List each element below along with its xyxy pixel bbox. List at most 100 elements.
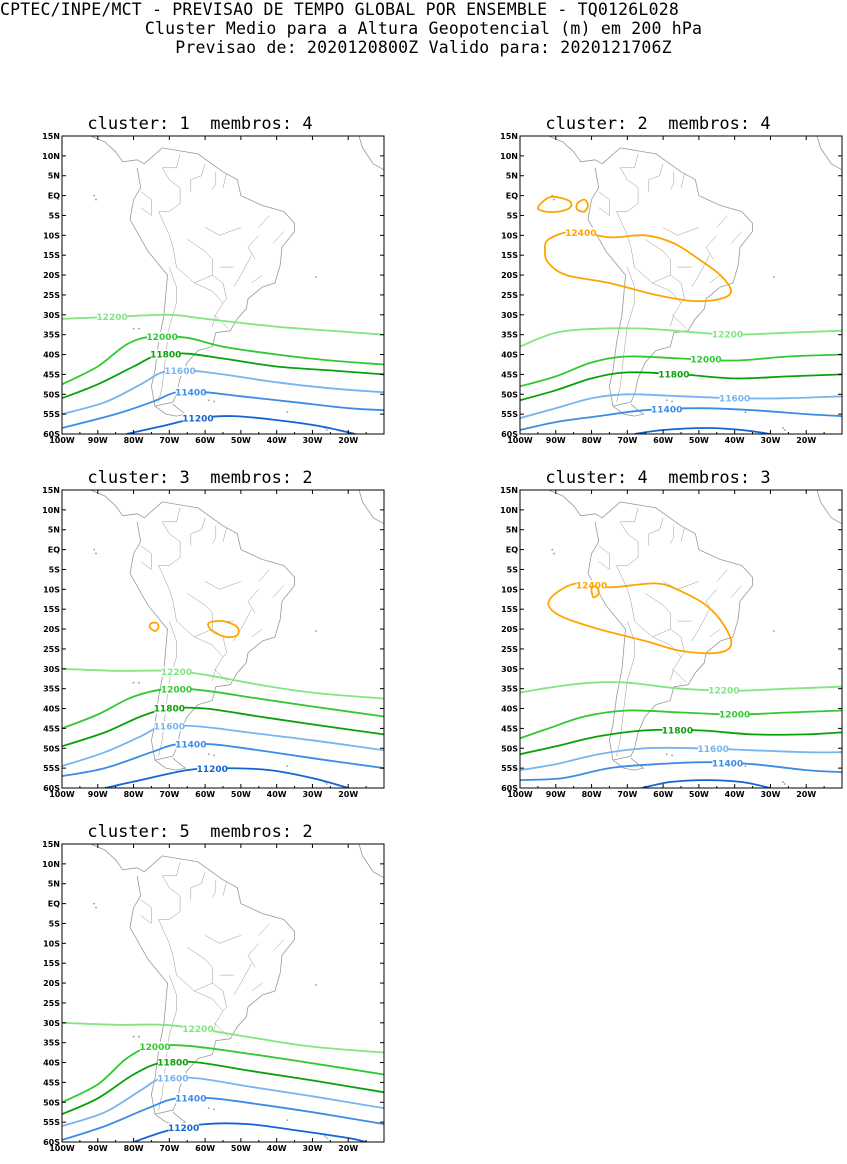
lon-tick-label: 100W bbox=[507, 790, 533, 799]
map-panel-cluster-1: cluster: 1 membros: 4 12200 12000 11800 116… bbox=[35, 114, 385, 445]
contour-line-12000 bbox=[62, 1044, 384, 1104]
country-border bbox=[204, 581, 241, 590]
lat-tick-label: 50S bbox=[43, 390, 60, 399]
country-border bbox=[222, 173, 227, 188]
lat-tick-label: 10S bbox=[501, 585, 518, 594]
coastline bbox=[547, 136, 603, 165]
country-border bbox=[716, 569, 728, 582]
lon-tick-label: 60W bbox=[653, 790, 673, 799]
contour-label: 11800 bbox=[662, 727, 693, 737]
contour-label: 11400 bbox=[712, 759, 743, 769]
contour-layer: 12200 12000 11800 11600 11400 11200 bbox=[62, 1021, 384, 1142]
contour-label-bg bbox=[719, 709, 750, 720]
coastline bbox=[358, 136, 384, 171]
contour-label-bg bbox=[182, 1023, 213, 1034]
lat-tick-label: 45S bbox=[43, 370, 60, 379]
lat-tick-label: 45S bbox=[43, 1078, 60, 1087]
lat-tick-label: EQ bbox=[506, 192, 518, 201]
map-plot: 12400122001200011800116001140015N10N5NEQ… bbox=[500, 486, 843, 799]
lat-tick-label: EQ bbox=[48, 900, 60, 909]
coastline bbox=[89, 844, 145, 873]
contour-label-bg bbox=[712, 329, 743, 340]
island bbox=[744, 411, 747, 414]
contour-line-12200 bbox=[520, 681, 842, 694]
coastline bbox=[89, 136, 145, 165]
lat-tick-label: 10N bbox=[42, 152, 60, 161]
map-geography bbox=[520, 490, 842, 785]
contour-line-11400 bbox=[520, 761, 842, 781]
contour-label-bg bbox=[662, 725, 693, 736]
contour-line-unlabeled bbox=[634, 427, 771, 434]
country-border bbox=[670, 171, 675, 190]
contour-label: 11600 bbox=[698, 745, 729, 755]
country-border bbox=[272, 585, 284, 598]
lat-tick-label: 10N bbox=[500, 506, 518, 515]
lon-tick-label: 60W bbox=[195, 1144, 215, 1153]
contour-label: 12200 bbox=[182, 1025, 213, 1035]
lon-tick-label: 70W bbox=[617, 790, 637, 799]
country-border bbox=[213, 668, 229, 683]
lat-tick-label: EQ bbox=[48, 546, 60, 555]
contour-label-bg bbox=[161, 684, 192, 695]
lon-tick-label: 50W bbox=[231, 790, 251, 799]
contour-label: 11400 bbox=[175, 1094, 206, 1104]
contour-line-unlabeled bbox=[590, 585, 600, 599]
lon-tick-label: 80W bbox=[124, 790, 144, 799]
contour-label-bg bbox=[175, 1093, 206, 1104]
island bbox=[213, 754, 215, 757]
lat-tick-label: 30S bbox=[43, 311, 60, 320]
lat-tick-label: 15N bbox=[500, 486, 518, 495]
coastline bbox=[154, 403, 187, 417]
contour-label: 11800 bbox=[157, 1059, 188, 1069]
lat-tick-label: 5N bbox=[48, 526, 60, 535]
lon-tick-label: 70W bbox=[159, 436, 179, 445]
country-border bbox=[194, 982, 227, 1012]
contour-line-11200 bbox=[126, 415, 356, 434]
lat-tick-label: 5N bbox=[506, 172, 518, 181]
lat-tick-label: 40S bbox=[43, 351, 60, 360]
contour-label-bg bbox=[691, 354, 722, 365]
lat-tick-label: 60S bbox=[43, 1138, 60, 1147]
contour-label-bg bbox=[708, 685, 739, 696]
lat-tick-label: 50S bbox=[43, 1098, 60, 1107]
island bbox=[132, 1035, 135, 1038]
country-border bbox=[709, 628, 721, 638]
contour-label-bg bbox=[97, 311, 128, 322]
lat-tick-label: 15S bbox=[43, 605, 60, 614]
lat-tick-label: 50S bbox=[501, 390, 518, 399]
island bbox=[325, 429, 328, 431]
country-border bbox=[158, 975, 177, 1111]
island bbox=[207, 753, 210, 756]
header-line-1: CPTEC/INPE/MCT - PREVISAO DE TEMPO GLOBA… bbox=[0, 0, 679, 19]
lon-tick-label: 60W bbox=[653, 436, 673, 445]
lon-tick-label: 100W bbox=[49, 436, 75, 445]
lon-tick-label: 30W bbox=[302, 436, 322, 445]
map-panel-cluster-5: cluster: 5 membros: 2 12200 12000 11800 116… bbox=[35, 822, 385, 1153]
country-border bbox=[222, 527, 227, 542]
lat-tick-label: 60S bbox=[43, 784, 60, 793]
country-border bbox=[670, 525, 675, 544]
coastline bbox=[816, 490, 842, 525]
contour-label: 11200 bbox=[168, 1124, 199, 1134]
coastline bbox=[547, 490, 603, 519]
island bbox=[132, 327, 135, 330]
lon-tick-label: 100W bbox=[49, 790, 75, 799]
coastline bbox=[587, 147, 753, 407]
lon-tick-label: 40W bbox=[267, 790, 287, 799]
lat-tick-label: 20S bbox=[43, 271, 60, 280]
lon-tick-label: 70W bbox=[159, 1144, 179, 1153]
contour-label: 11400 bbox=[651, 406, 682, 416]
contour-label-bg bbox=[147, 332, 178, 343]
lat-tick-label: 5S bbox=[49, 565, 61, 574]
lat-tick-label: 15N bbox=[500, 132, 518, 141]
contour-label-bg bbox=[154, 721, 185, 732]
island bbox=[207, 1107, 210, 1110]
lon-tick-label: 30W bbox=[302, 790, 322, 799]
map-panel-cluster-2: cluster: 2 membros: 4 12400 12200 12000 118… bbox=[493, 114, 843, 445]
country-border bbox=[662, 227, 699, 236]
contour-label: 11600 bbox=[719, 394, 750, 404]
country-border bbox=[251, 274, 263, 284]
country-border bbox=[652, 274, 685, 304]
country-border bbox=[630, 239, 671, 284]
island bbox=[315, 276, 317, 278]
